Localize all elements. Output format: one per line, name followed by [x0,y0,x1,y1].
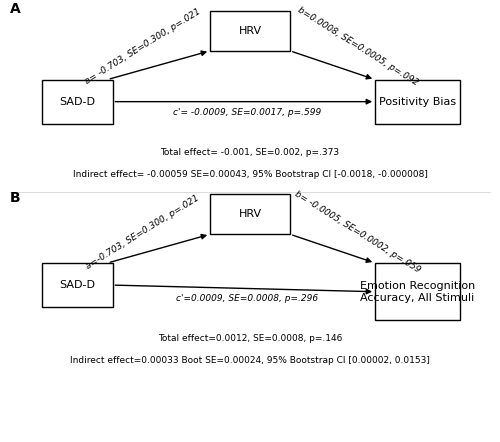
Text: Indirect effect= -0.00059 SE=0.00043, 95% Bootstrap CI [-0.0018, -0.000008]: Indirect effect= -0.00059 SE=0.00043, 95… [72,170,428,179]
FancyBboxPatch shape [42,80,112,124]
Text: c'=0.0009, SE=0.0008, p=.296: c'=0.0009, SE=0.0008, p=.296 [176,294,318,303]
Text: Total effect= -0.001, SE=0.002, p=.373: Total effect= -0.001, SE=0.002, p=.373 [160,148,340,157]
Text: HRV: HRV [238,26,262,36]
FancyBboxPatch shape [210,11,290,51]
FancyBboxPatch shape [375,80,460,124]
Text: A: A [10,2,21,16]
FancyBboxPatch shape [375,263,460,320]
Text: SAD-D: SAD-D [60,97,96,107]
Text: b=0.0008, SE=0.0005, p=.092: b=0.0008, SE=0.0005, p=.092 [296,5,420,88]
FancyBboxPatch shape [42,263,112,307]
Text: c'= -0.0009, SE=0.0017, p=.599: c'= -0.0009, SE=0.0017, p=.599 [174,108,322,117]
Text: a=-0.703, SE=0.300, p=.021: a=-0.703, SE=0.300, p=.021 [84,193,201,271]
FancyBboxPatch shape [210,194,290,234]
Text: Positivity Bias: Positivity Bias [379,97,456,107]
Text: Total effect=0.0012, SE=0.0008, p=.146: Total effect=0.0012, SE=0.0008, p=.146 [158,334,342,343]
Text: B: B [10,191,20,205]
Text: Emotion Recognition
Accuracy, All Stimuli: Emotion Recognition Accuracy, All Stimul… [360,281,475,302]
Text: Indirect effect=0.00033 Boot SE=0.00024, 95% Bootstrap CI [0.00002, 0.0153]: Indirect effect=0.00033 Boot SE=0.00024,… [70,356,430,365]
Text: b= -0.0005, SE=0.0002, p=.059: b= -0.0005, SE=0.0002, p=.059 [293,190,422,274]
Text: SAD-D: SAD-D [60,280,96,290]
Text: a= -0.703, SE=0.300, p=.021: a= -0.703, SE=0.300, p=.021 [83,7,202,86]
Text: HRV: HRV [238,210,262,219]
